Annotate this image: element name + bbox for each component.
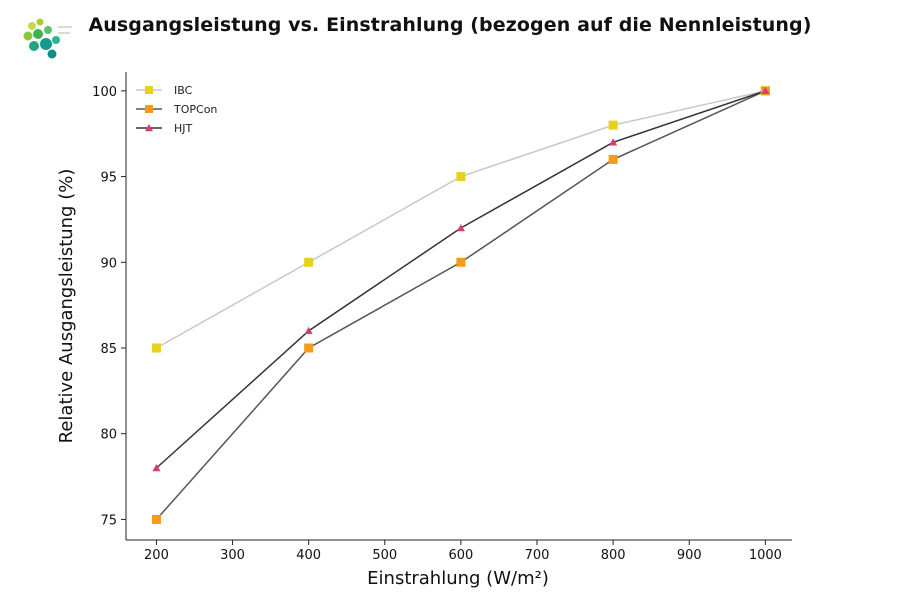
data-point-hjt: [761, 86, 770, 95]
legend-label-topcon: TOPCon: [173, 103, 217, 116]
x-axis-title: Einstrahlung (W/m²): [367, 568, 549, 589]
data-point-hjt: [304, 326, 313, 335]
legend-marker-hjt: [145, 124, 153, 132]
legend-label-hjt: HJT: [174, 122, 193, 135]
chart-title: Ausgangsleistung vs. Einstrahlung (bezog…: [88, 14, 812, 36]
data-point-ibc: [608, 120, 618, 130]
legend-marker-topcon: [145, 105, 153, 113]
series-line-hjt: [155, 90, 766, 469]
y-tick-label: 95: [100, 171, 117, 186]
series-line-topcon: [155, 90, 766, 520]
x-tick-label: 500: [372, 548, 397, 563]
data-point-hjt: [609, 138, 618, 146]
data-point-topcon: [608, 154, 618, 164]
x-tick-label: 200: [144, 548, 169, 563]
legend-marker-ibc: [145, 86, 153, 94]
logo: [18, 12, 78, 64]
data-point-ibc: [151, 343, 161, 353]
legend-label-ibc: IBC: [174, 84, 193, 97]
data-point-topcon: [456, 257, 466, 267]
y-tick-label: 100: [92, 85, 117, 100]
data-point-topcon: [304, 343, 314, 353]
data-point-topcon: [151, 514, 161, 524]
x-tick-label: 600: [448, 548, 473, 563]
data-point-ibc: [304, 257, 314, 267]
y-tick-label: 80: [100, 428, 117, 443]
x-tick-label: 700: [525, 548, 550, 563]
x-tick-label: 900: [677, 548, 702, 563]
y-tick-label: 90: [100, 256, 117, 271]
y-axis-title: Relative Ausgangsleistung (%): [56, 169, 77, 444]
y-tick-label: 75: [100, 513, 117, 528]
x-tick-label: 400: [296, 548, 321, 563]
data-point-hjt: [152, 464, 161, 472]
x-tick-label: 1000: [749, 548, 782, 563]
x-tick-label: 300: [220, 548, 245, 563]
y-tick-label: 85: [100, 342, 117, 357]
data-point-ibc: [456, 172, 466, 182]
data-point-hjt: [456, 224, 465, 232]
series-line-ibc: [156, 90, 766, 349]
x-tick-label: 800: [601, 548, 626, 563]
